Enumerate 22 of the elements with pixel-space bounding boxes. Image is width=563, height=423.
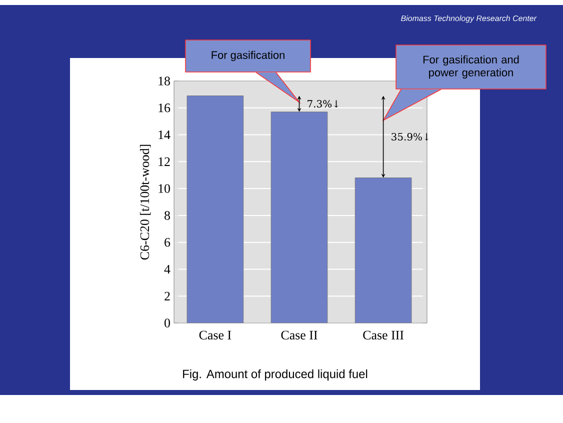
y-tick-label: 4: [164, 264, 170, 274]
y-tick-label: 2: [164, 292, 170, 300]
y-tick-label: 16: [158, 104, 170, 112]
x-tick-label: Case II: [281, 330, 318, 340]
y-tick-label: 18: [158, 76, 170, 86]
annotation: 35.9%↓: [392, 132, 429, 141]
y-tick-label: 6: [164, 238, 170, 247]
x-tick-label: Case I: [199, 330, 232, 340]
bar: [270, 112, 328, 323]
text: Fig. Amount of produced liquid fuel: [183, 369, 368, 381]
y-tick-label: 0: [164, 318, 170, 328]
y-tick-label: 14: [158, 130, 170, 140]
text: For gasification and power generation: [423, 55, 519, 79]
y-tick-label: 8: [164, 211, 170, 220]
y-tick-label: 12: [158, 157, 170, 166]
text: For gasification: [212, 50, 284, 62]
x-tick-label: Case III: [363, 330, 404, 340]
bar: [354, 178, 412, 323]
annotation: 7.3%↓: [308, 100, 338, 108]
bar: [186, 96, 244, 323]
y-tick-label: 10: [158, 184, 170, 193]
y-axis-title: C6-C20 [t/100t-wood]: [140, 144, 151, 260]
